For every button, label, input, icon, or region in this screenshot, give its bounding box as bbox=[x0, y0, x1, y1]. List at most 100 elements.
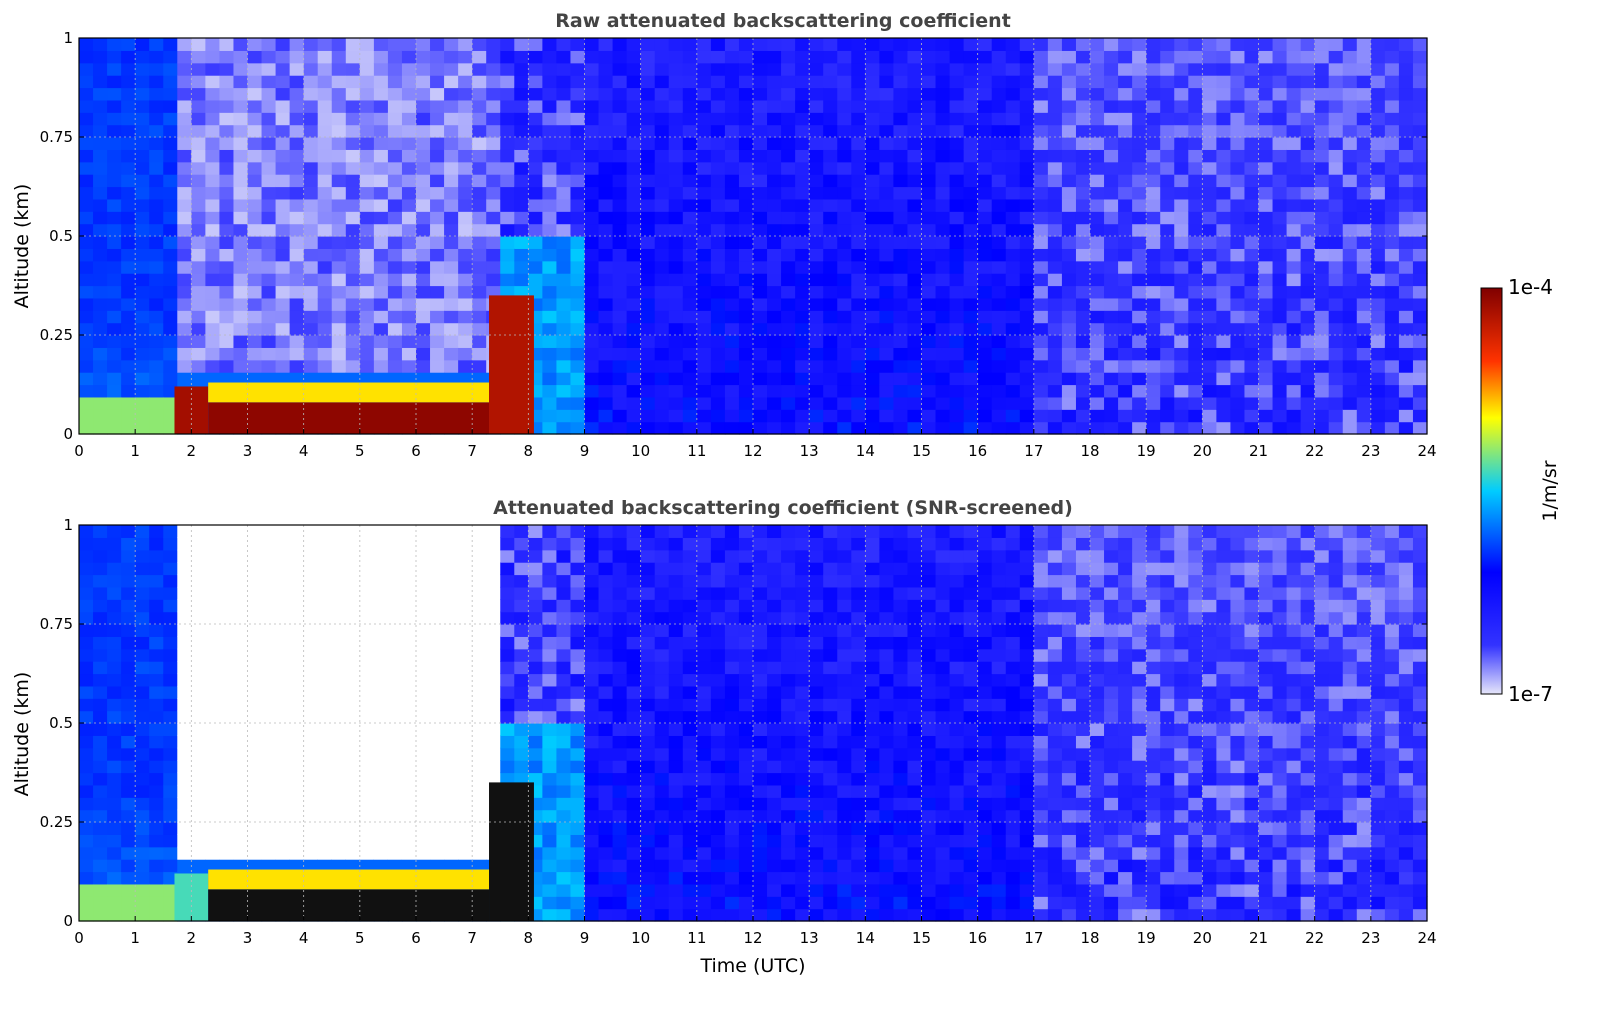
heatmap-cell bbox=[93, 174, 108, 188]
heatmap-cell bbox=[500, 50, 515, 64]
heatmap-cell bbox=[373, 285, 389, 299]
heatmap-cell bbox=[191, 549, 206, 563]
heatmap-cell bbox=[612, 661, 628, 675]
heatmap-cell bbox=[345, 161, 361, 175]
heatmap-cell bbox=[93, 285, 108, 299]
heatmap-cell bbox=[570, 574, 586, 588]
heatmap-cell bbox=[163, 384, 178, 398]
heatmap-cell bbox=[598, 525, 614, 538]
heatmap-cell bbox=[1132, 87, 1147, 101]
heatmap-cell bbox=[1061, 38, 1077, 51]
heatmap-cell bbox=[907, 273, 923, 287]
heatmap-cell bbox=[1356, 260, 1372, 274]
heatmap-cell bbox=[135, 698, 150, 712]
heatmap-cell bbox=[430, 198, 445, 212]
heatmap-cell bbox=[93, 797, 108, 811]
heatmap-cell bbox=[626, 859, 642, 873]
heatmap-cell bbox=[640, 586, 656, 600]
heatmap-cell bbox=[753, 525, 768, 538]
heatmap-cell bbox=[724, 211, 740, 225]
heatmap-cell bbox=[598, 297, 614, 311]
heatmap-cell bbox=[1412, 149, 1428, 163]
heatmap-cell bbox=[121, 611, 136, 625]
heatmap-cell bbox=[1216, 384, 1232, 398]
heatmap-cell bbox=[345, 260, 361, 274]
heatmap-cell bbox=[93, 723, 108, 736]
heatmap-cell bbox=[556, 347, 572, 361]
heatmap-cell bbox=[331, 335, 347, 348]
heatmap-cell bbox=[486, 161, 501, 175]
heatmap-cell bbox=[598, 685, 614, 699]
heatmap-cell bbox=[247, 525, 263, 538]
heatmap-cell bbox=[738, 198, 754, 212]
heatmap-cell bbox=[851, 549, 866, 563]
heatmap-cell bbox=[977, 248, 993, 262]
heatmap-cell bbox=[710, 211, 726, 225]
heatmap-cell bbox=[472, 784, 487, 798]
heatmap-cell bbox=[528, 599, 543, 613]
heatmap-cell bbox=[121, 747, 136, 761]
heatmap-cell bbox=[570, 186, 586, 200]
heatmap-cell bbox=[317, 797, 333, 811]
heatmap-cell bbox=[823, 586, 838, 600]
heatmap-cell bbox=[79, 87, 94, 101]
heatmap-cell bbox=[247, 285, 263, 299]
heatmap-cell bbox=[416, 611, 431, 625]
heatmap-cell bbox=[949, 273, 965, 287]
heatmap-cell bbox=[1384, 322, 1400, 336]
heatmap-cell bbox=[640, 174, 656, 188]
heatmap-cell bbox=[795, 211, 810, 225]
heatmap-cell bbox=[837, 384, 852, 398]
heatmap-cell bbox=[149, 685, 164, 699]
heatmap-cell bbox=[1174, 124, 1189, 138]
heatmap-cell bbox=[879, 174, 895, 188]
heatmap-cell bbox=[893, 149, 909, 163]
heatmap-cell bbox=[640, 87, 656, 101]
heatmap-cell bbox=[472, 174, 487, 188]
heatmap-cell bbox=[135, 784, 150, 798]
heatmap-cell bbox=[135, 310, 150, 324]
heatmap-cell bbox=[458, 809, 473, 823]
heatmap-cell bbox=[121, 685, 136, 699]
heatmap-cell bbox=[1314, 223, 1330, 237]
heatmap-cell bbox=[149, 562, 164, 576]
heatmap-cell bbox=[823, 685, 838, 699]
heatmap-cell bbox=[710, 273, 726, 287]
heatmap-cell bbox=[724, 859, 740, 873]
heatmap-cell bbox=[191, 273, 206, 287]
heatmap-cell bbox=[1174, 273, 1189, 287]
heatmap-cell bbox=[879, 112, 895, 126]
heatmap-cell bbox=[753, 710, 768, 724]
heatmap-cell bbox=[163, 359, 178, 373]
heatmap-cell bbox=[1075, 396, 1091, 410]
heatmap-cell bbox=[430, 211, 445, 225]
heatmap-cell bbox=[584, 735, 600, 749]
heatmap-cell bbox=[261, 310, 277, 324]
heatmap-cell bbox=[219, 137, 235, 150]
heatmap-cell bbox=[921, 285, 937, 299]
heatmap-cell bbox=[542, 384, 558, 398]
heatmap-cell bbox=[767, 347, 782, 361]
heatmap-cell bbox=[401, 75, 417, 89]
heatmap-cell bbox=[1146, 161, 1161, 175]
heatmap-cell bbox=[753, 359, 768, 373]
heatmap-cell bbox=[1160, 372, 1175, 386]
heatmap-cell bbox=[1300, 248, 1316, 262]
heatmap-cell bbox=[528, 698, 543, 712]
heatmap-cell bbox=[458, 87, 473, 101]
heatmap-cell bbox=[500, 549, 515, 563]
heatmap-cell bbox=[121, 537, 136, 551]
heatmap-cell bbox=[612, 586, 628, 600]
heatmap-cell bbox=[991, 297, 1007, 311]
heatmap-cell bbox=[1132, 297, 1147, 311]
heatmap-cell bbox=[753, 747, 768, 761]
heatmap-cell bbox=[500, 537, 515, 551]
heatmap-cell bbox=[598, 859, 614, 873]
heatmap-cell bbox=[1104, 62, 1119, 76]
heatmap-cell bbox=[668, 161, 684, 175]
heatmap-cell bbox=[542, 537, 558, 551]
heatmap-cell bbox=[724, 809, 740, 823]
heatmap-cell bbox=[275, 236, 291, 249]
heatmap-cell bbox=[205, 335, 221, 348]
heatmap-cell bbox=[612, 760, 628, 774]
